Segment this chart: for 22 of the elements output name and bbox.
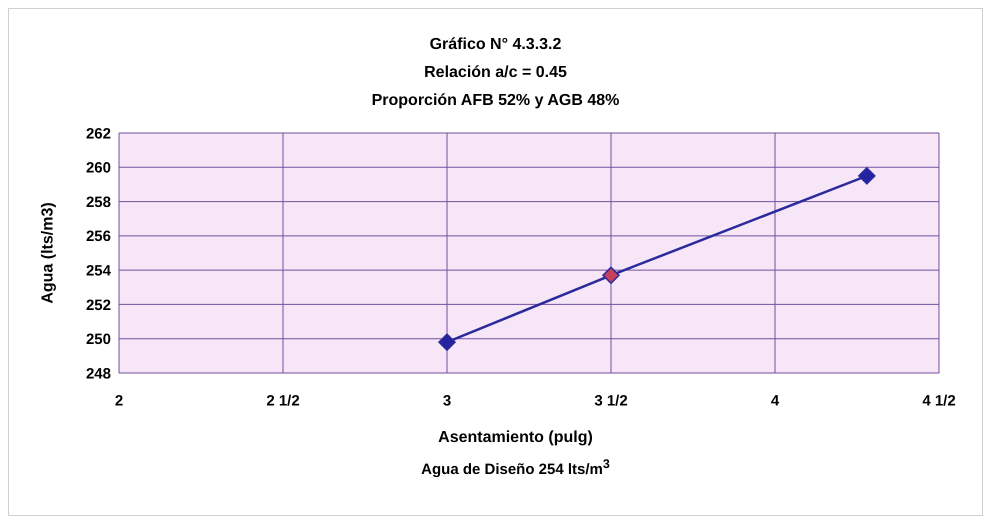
y-tick-label: 254 [86, 262, 112, 280]
x-tick-label: 4 [770, 392, 780, 410]
point [438, 333, 456, 351]
y-axis-title: Agua (lts/m3) [40, 202, 57, 304]
y-tick-label: 256 [86, 228, 111, 246]
y-tick-label: 250 [86, 331, 111, 348]
y-tick-label: 262 [86, 125, 111, 142]
x-axis-title: Asentamiento (pulg) [437, 429, 594, 447]
point [602, 266, 620, 284]
x-tick-label: 2 1/2 [266, 392, 300, 410]
point [858, 167, 876, 185]
x-tick-label: 2 [114, 392, 124, 410]
y-tick-label: 258 [86, 194, 111, 211]
y-tick-label: 248 [86, 365, 111, 382]
chart-subtitle: Relación a/c = 0.45 Proporción AFB 52% y AGB 48% [370, 63, 620, 111]
y-tick-label: 260 [86, 160, 111, 177]
x-tick-label: 3 1/2 [594, 392, 628, 410]
x-tick-label: 4 1/2 [922, 392, 956, 410]
chart-title: Gráfico N° 4.3.3.2 [428, 35, 562, 55]
x-tick-label: 3 [442, 392, 452, 410]
text: Agua de Diseño 254 lts/m$^{3}$ [420, 457, 611, 478]
y-tick-label: 252 [86, 296, 111, 314]
